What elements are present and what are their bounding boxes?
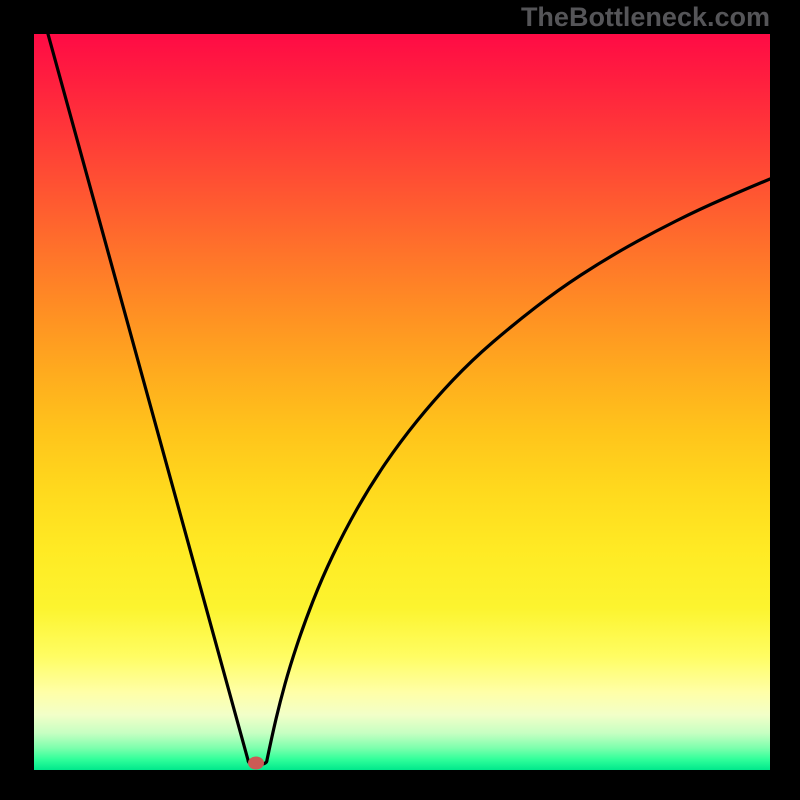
bottleneck-curve <box>34 34 770 770</box>
watermark-text: TheBottleneck.com <box>521 2 770 33</box>
curve-path <box>48 34 770 765</box>
optimum-marker <box>248 757 264 770</box>
plot-area <box>34 34 770 770</box>
